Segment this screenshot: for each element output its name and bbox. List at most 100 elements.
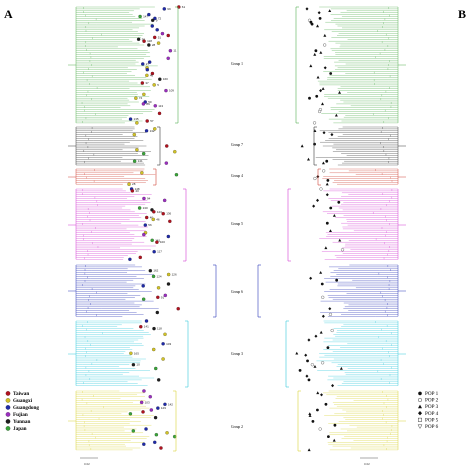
leaf-marker <box>319 51 323 54</box>
leaf-marker <box>165 431 169 435</box>
leaf-label: 51 <box>158 35 162 39</box>
legend-pop-symbol <box>418 404 422 409</box>
leaf-marker <box>319 271 323 274</box>
leaf-label: 161 <box>155 238 160 242</box>
leaf-marker <box>322 169 326 173</box>
leaf-marker <box>173 149 177 154</box>
leaf-label: 147 <box>143 15 148 19</box>
leaf-marker <box>161 211 165 216</box>
leaf-marker <box>313 121 317 125</box>
leaf-label: 162 <box>153 269 158 273</box>
leaf-marker <box>152 35 157 40</box>
panel-label-b: B <box>458 7 466 21</box>
leaf-marker <box>325 182 329 186</box>
legend-region-swatch <box>5 412 11 417</box>
leaf-marker <box>164 161 169 165</box>
leaf-marker <box>163 402 167 406</box>
leaf-marker <box>147 43 151 47</box>
leaf-marker <box>153 127 157 131</box>
leaf-marker <box>324 402 328 406</box>
leaf-marker <box>161 342 165 346</box>
scale-label-left: 0.02 <box>84 462 90 466</box>
leaf-label: 86 <box>146 102 150 106</box>
leaf-marker <box>309 276 313 280</box>
clade-g3-right <box>285 320 406 388</box>
leaf-marker <box>160 31 165 36</box>
leaf-marker <box>305 7 309 11</box>
leaf-marker <box>140 171 144 175</box>
leaf-marker <box>321 102 325 106</box>
leaf-label: 117 <box>157 250 162 254</box>
scale-bar-left: 0.02 <box>80 457 98 466</box>
leaf-marker <box>130 189 135 193</box>
leaf-marker <box>156 378 161 382</box>
leaf-marker <box>330 133 334 137</box>
leaf-marker <box>144 129 149 133</box>
leaf-marker <box>150 238 154 242</box>
legend-pop-symbol <box>418 391 422 396</box>
leaf-marker <box>328 307 332 311</box>
leaf-marker <box>304 353 308 357</box>
leaf-marker <box>150 71 155 76</box>
leaf-marker <box>135 148 139 152</box>
group-label-g4: Group 4 <box>231 174 243 178</box>
leaf-marker <box>325 221 329 225</box>
leaf-marker <box>308 414 312 417</box>
leaf-label: 5 <box>157 83 159 87</box>
leaf-marker <box>142 232 146 237</box>
leaf-marker <box>309 64 313 68</box>
leaf-marker <box>321 87 325 90</box>
leaf-label: 118 <box>157 327 162 331</box>
leaf-marker <box>310 22 314 26</box>
clade-g4-left: 28 <box>68 168 179 186</box>
leaf-marker <box>321 314 325 318</box>
leaf-marker <box>145 215 149 220</box>
leaf-marker <box>142 92 146 97</box>
leaf-marker <box>152 347 156 352</box>
leaf-marker <box>316 408 319 412</box>
leaf-marker <box>148 269 153 273</box>
leaf-label: 91 <box>161 295 165 299</box>
leaf-marker <box>318 109 322 114</box>
leaf-marker <box>162 198 167 203</box>
leaf-label: 74 <box>139 96 143 100</box>
leaf-marker <box>150 24 154 28</box>
leaf-marker <box>129 351 133 355</box>
leaf-marker <box>137 206 142 210</box>
panel-label-a: A <box>4 7 13 21</box>
leaf-marker <box>141 284 145 288</box>
leaf-label: 135 <box>134 117 139 121</box>
leaf-marker <box>155 28 159 32</box>
leaf-marker <box>153 440 157 444</box>
leaf-label: 72 <box>158 16 162 20</box>
leaf-marker <box>163 332 167 336</box>
leaf-marker <box>155 240 159 244</box>
leaf-marker <box>318 17 322 20</box>
leaf-marker <box>131 429 136 433</box>
leaf-marker <box>324 246 328 250</box>
leaf-marker <box>310 363 314 367</box>
leaf-label: 109 <box>169 89 174 93</box>
leaf-label: 142 <box>168 402 173 406</box>
leaf-marker <box>138 255 142 260</box>
leaf-label: 61 <box>182 5 186 9</box>
group-label-g7: Group 7 <box>231 143 243 147</box>
leaf-marker <box>306 157 310 161</box>
legend-region-label: Fujian <box>13 412 28 418</box>
leaf-marker <box>325 193 329 197</box>
leaf-marker <box>157 111 162 116</box>
leaf-marker <box>335 278 339 282</box>
leaf-label: 10 <box>136 363 140 367</box>
leaf-marker <box>174 172 179 177</box>
leaf-marker <box>326 346 330 349</box>
leaf-marker <box>164 88 168 93</box>
leaf-marker <box>141 297 146 301</box>
leaf-marker <box>152 326 156 331</box>
leaf-marker <box>313 176 317 181</box>
leaf-marker <box>314 49 318 53</box>
leaf-marker <box>322 131 326 135</box>
legend-pop-label: POP 3 <box>425 404 439 410</box>
